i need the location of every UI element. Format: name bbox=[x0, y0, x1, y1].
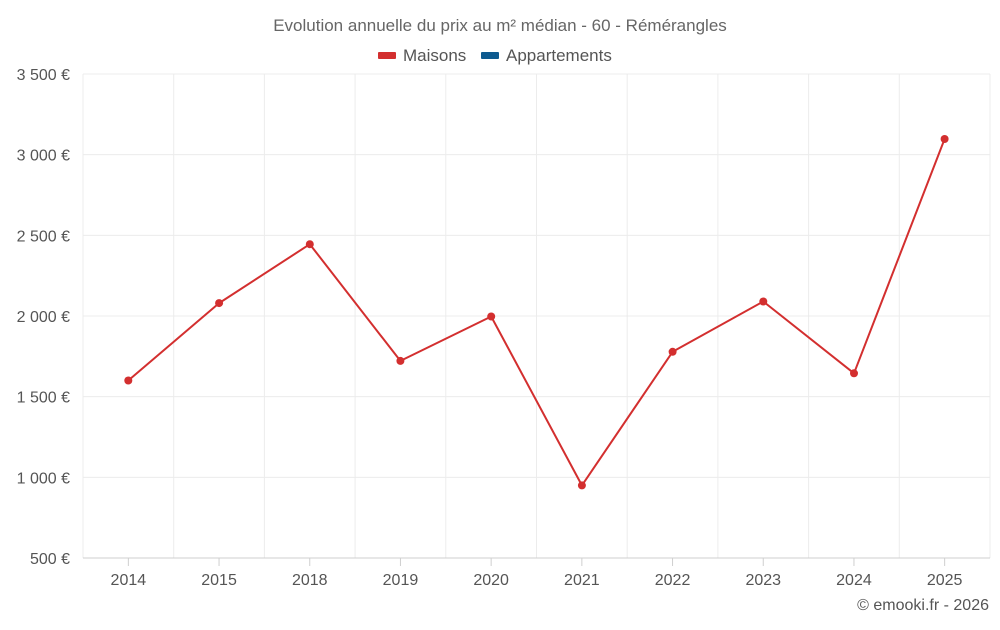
x-tick-label: 2020 bbox=[473, 572, 509, 589]
data-point[interactable] bbox=[850, 369, 858, 378]
grid bbox=[82, 73, 991, 558]
data-point[interactable] bbox=[487, 312, 496, 321]
x-tick-label: 2019 bbox=[383, 572, 419, 589]
credit-text: © emooki.fr - 2026 bbox=[857, 597, 989, 614]
x-tick-label: 2023 bbox=[745, 572, 781, 589]
y-tick-label: 1 500 € bbox=[17, 390, 70, 407]
x-tick-label: 2022 bbox=[655, 572, 691, 589]
y-tick-label: 3 000 € bbox=[17, 148, 70, 165]
data-point[interactable] bbox=[668, 347, 677, 356]
x-tick-label: 2025 bbox=[927, 572, 963, 589]
y-tick-label: 2 000 € bbox=[17, 309, 70, 326]
data-point[interactable] bbox=[396, 356, 405, 365]
legend-swatch-maisons bbox=[378, 52, 396, 59]
y-tick-label: 2 500 € bbox=[17, 228, 70, 245]
data-point[interactable] bbox=[940, 135, 949, 143]
series-layer bbox=[124, 135, 949, 490]
x-tick-label: 2024 bbox=[836, 572, 872, 589]
legend-swatch-appartements bbox=[481, 52, 499, 59]
x-tick-label: 2018 bbox=[292, 572, 328, 589]
data-point[interactable] bbox=[124, 376, 133, 385]
x-tick-label: 2015 bbox=[201, 572, 237, 589]
data-point[interactable] bbox=[305, 240, 314, 249]
chart-title: Evolution annuelle du prix au m² médian … bbox=[273, 16, 727, 35]
axes: 500 € 1 000 € 1 500 € 2 000 € 2 500 € 3 000 €… bbox=[17, 67, 990, 589]
series-line-maisons bbox=[127, 138, 946, 487]
y-tick-label: 500 € bbox=[30, 551, 70, 568]
legend-item-appartements[interactable]: Appartements bbox=[481, 46, 612, 65]
legend: Maisons Appartements bbox=[378, 46, 612, 65]
data-point[interactable] bbox=[577, 481, 586, 490]
legend-item-maisons[interactable]: Maisons bbox=[378, 46, 466, 65]
data-point[interactable] bbox=[215, 299, 224, 308]
data-point[interactable] bbox=[759, 297, 768, 306]
legend-label-appartements: Appartements bbox=[506, 46, 612, 65]
x-tick-label: 2021 bbox=[564, 572, 600, 589]
legend-label-maisons: Maisons bbox=[403, 46, 466, 65]
y-tick-label: 3 500 € bbox=[17, 67, 70, 84]
y-tick-label: 1 000 € bbox=[17, 470, 70, 487]
x-tick-label: 2014 bbox=[111, 572, 147, 589]
